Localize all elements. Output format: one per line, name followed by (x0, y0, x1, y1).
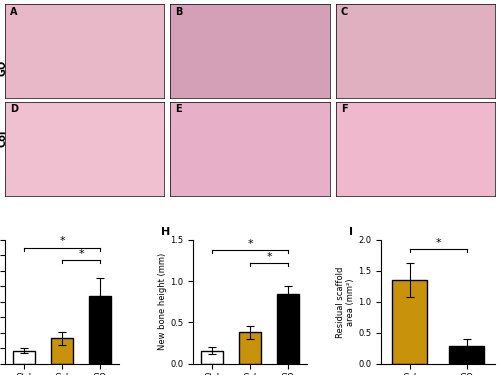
Text: *: * (266, 252, 272, 262)
Bar (12, 351, 36, 364)
Text: *: * (78, 249, 84, 259)
Text: *: * (247, 238, 253, 249)
Y-axis label: New bone height (mm): New bone height (mm) (158, 253, 168, 351)
Bar (276, 294, 299, 364)
Text: H: H (161, 227, 170, 237)
Text: B: B (175, 7, 182, 16)
Text: C: C (340, 7, 348, 16)
Text: GO: GO (0, 59, 8, 76)
Bar (200, 351, 224, 364)
Text: *: * (59, 236, 65, 246)
Y-axis label: Residual scaffold
area (mm²): Residual scaffold area (mm²) (336, 266, 355, 338)
Bar (392, 280, 426, 364)
Text: D: D (10, 104, 18, 114)
Bar (88, 296, 112, 364)
Text: E: E (175, 104, 182, 114)
Bar (50, 338, 74, 364)
Bar (450, 346, 484, 364)
Text: A: A (10, 7, 18, 16)
Text: I: I (349, 227, 353, 237)
Text: *: * (435, 238, 441, 248)
Text: Col: Col (0, 130, 8, 147)
Bar (238, 332, 262, 364)
Text: F: F (340, 104, 347, 114)
